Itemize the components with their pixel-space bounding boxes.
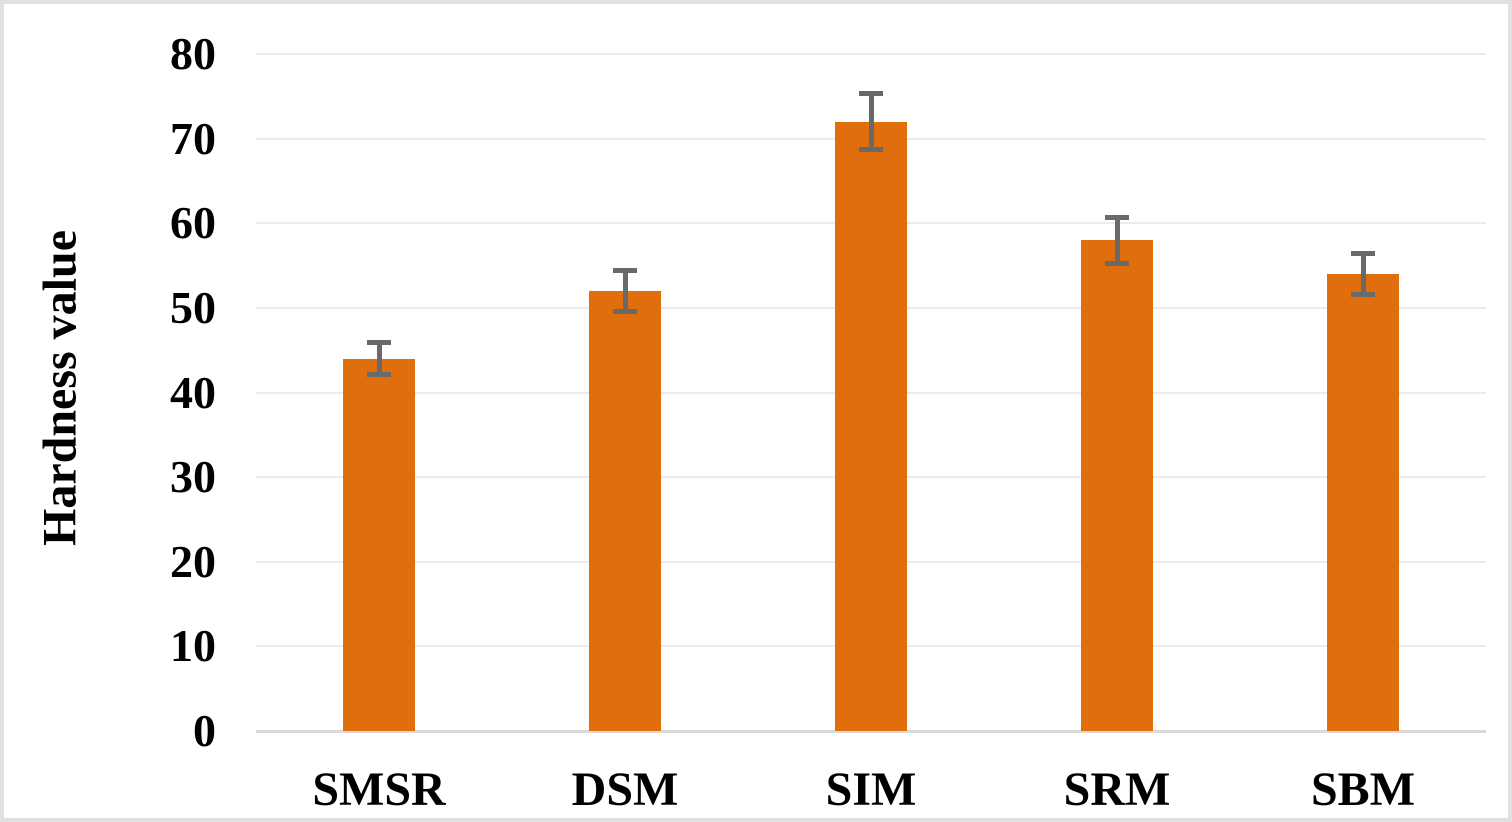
y-tick-label-80: 80 bbox=[170, 28, 216, 79]
x-axis-line bbox=[256, 730, 1486, 733]
gridline-80 bbox=[256, 53, 1486, 55]
x-category-label-srm: SRM bbox=[1063, 763, 1171, 816]
error-bar-cap-top-sbm bbox=[1351, 251, 1375, 257]
error-bar-line-srm bbox=[1114, 214, 1120, 266]
y-tick-label-70: 70 bbox=[170, 112, 216, 164]
y-tick-label-20: 20 bbox=[170, 535, 216, 587]
y-tick-label-0: 0 bbox=[193, 705, 216, 756]
x-category-label-smsr: SMSR bbox=[312, 763, 446, 816]
error-bar-cap-bottom-sim bbox=[859, 147, 883, 153]
y-tick-label-30: 30 bbox=[170, 451, 216, 503]
error-bar-line-smsr bbox=[376, 340, 382, 378]
y-tick-label-10: 10 bbox=[170, 620, 216, 672]
bar-srm bbox=[1081, 240, 1153, 731]
x-category-label-dsm: DSM bbox=[571, 763, 679, 816]
bar-dsm bbox=[589, 290, 661, 731]
error-bar-cap-bottom-sbm bbox=[1351, 291, 1375, 297]
y-tick-label-60: 60 bbox=[170, 197, 216, 249]
error-bar-line-dsm bbox=[622, 268, 628, 314]
error-bar-line-sim bbox=[868, 91, 874, 153]
bar-smsr bbox=[343, 358, 415, 731]
bar-sim bbox=[835, 121, 907, 731]
y-axis-title: Hardness value bbox=[33, 229, 87, 547]
error-bar-cap-top-dsm bbox=[613, 268, 637, 274]
error-bar-cap-bottom-srm bbox=[1105, 260, 1129, 266]
error-bar-cap-top-srm bbox=[1105, 214, 1129, 220]
error-bar-cap-bottom-smsr bbox=[367, 372, 391, 378]
error-bar-cap-bottom-dsm bbox=[613, 308, 637, 314]
bar-sbm bbox=[1327, 274, 1399, 731]
x-category-label-sbm: SBM bbox=[1310, 763, 1415, 816]
y-tick-label-40: 40 bbox=[170, 366, 216, 418]
y-tick-label-50: 50 bbox=[170, 281, 216, 333]
error-bar-cap-top-sim bbox=[859, 91, 883, 97]
error-bar-line-sbm bbox=[1360, 251, 1366, 297]
error-bar-cap-top-smsr bbox=[367, 340, 391, 346]
x-category-label-sim: SIM bbox=[825, 763, 917, 816]
